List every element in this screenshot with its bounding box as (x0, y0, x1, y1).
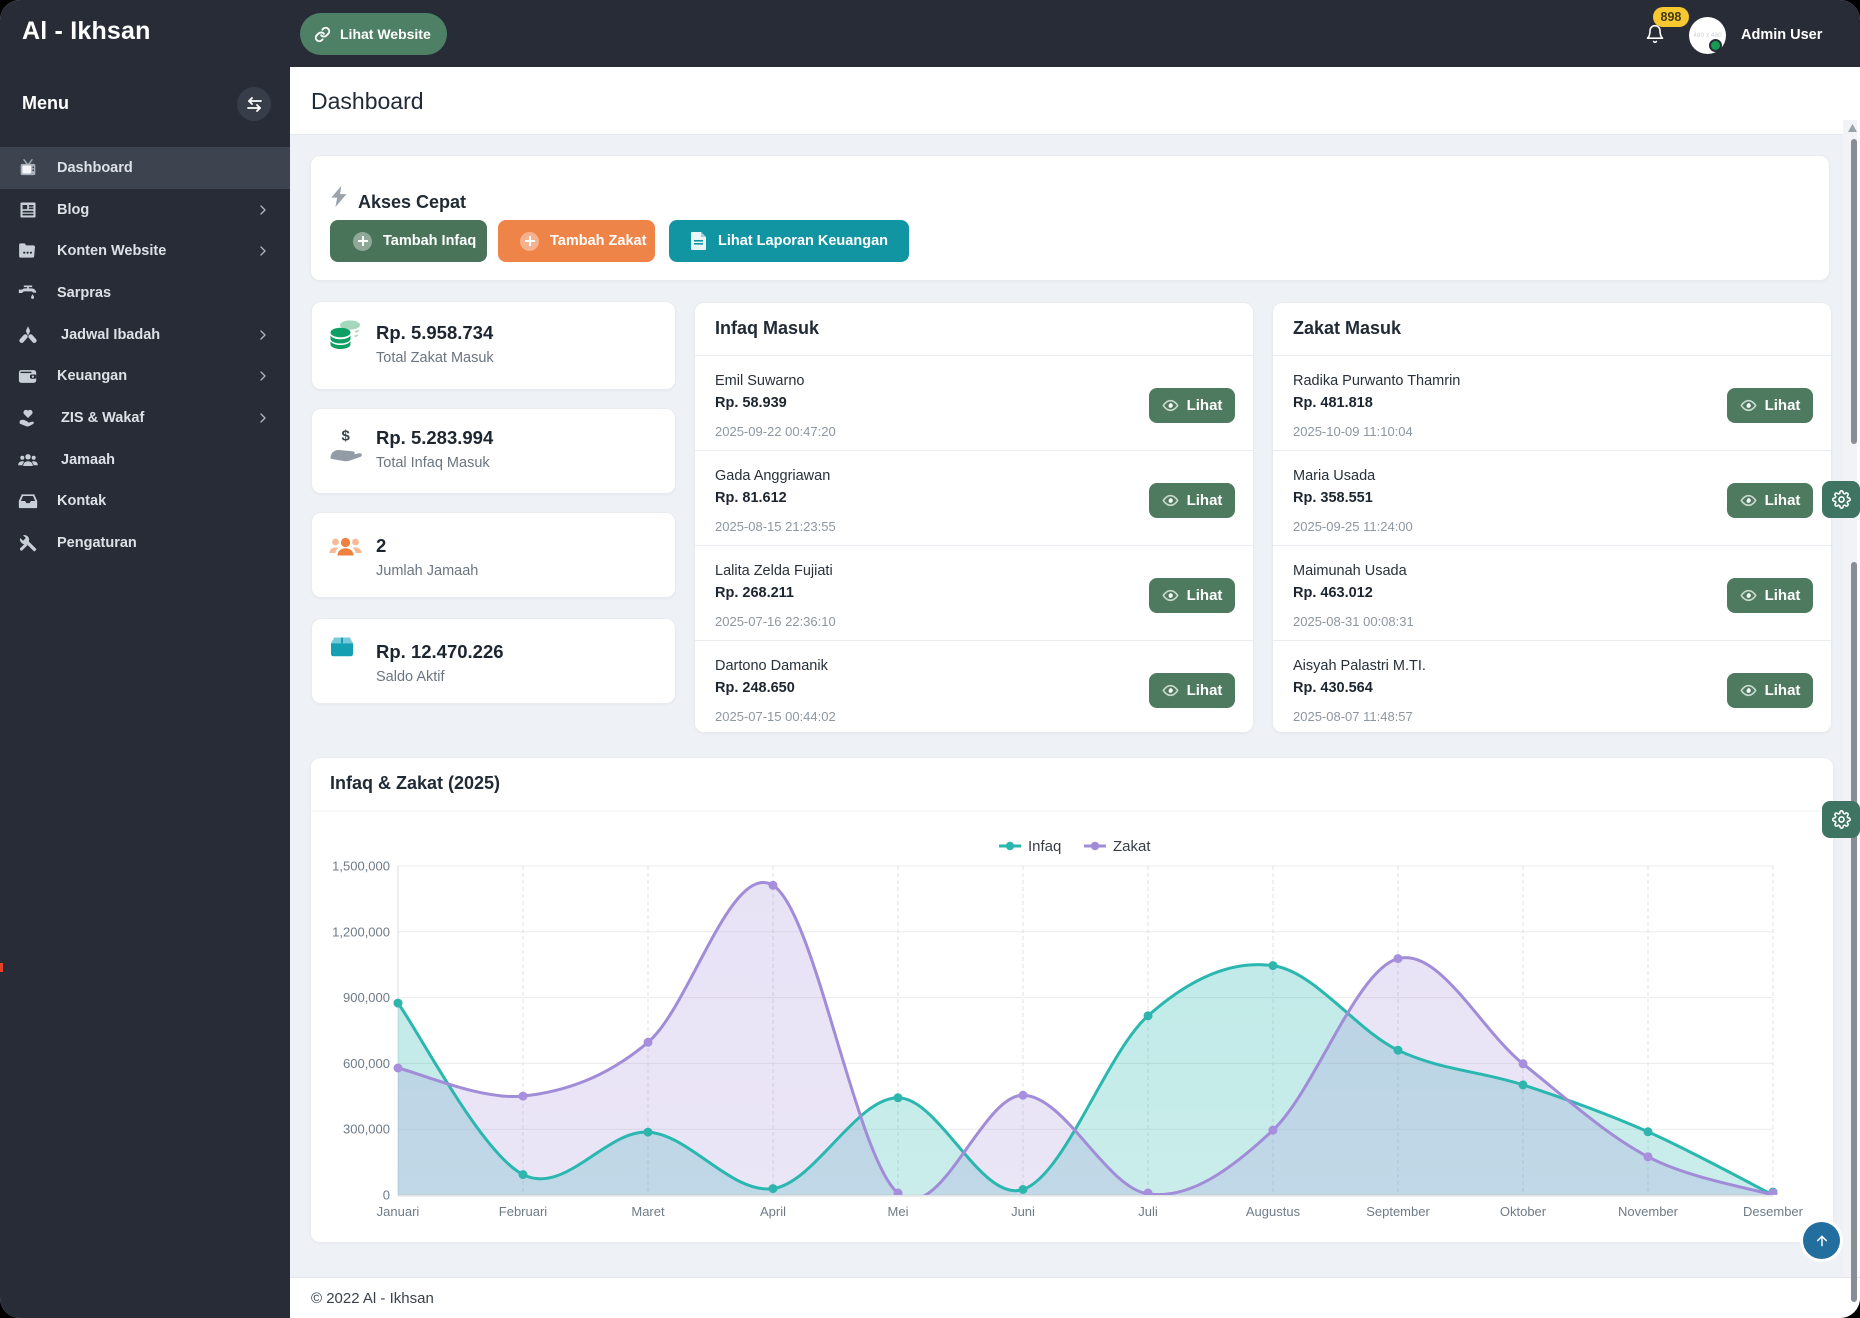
svg-text:April: April (760, 1204, 786, 1219)
svg-text:1,200,000: 1,200,000 (332, 924, 390, 939)
svg-text:$: $ (342, 428, 351, 445)
svg-text:Januari: Januari (377, 1204, 420, 1219)
svg-text:300,000: 300,000 (343, 1122, 390, 1137)
svg-text:Zakat: Zakat (1113, 838, 1151, 855)
svg-text:Juli: Juli (1138, 1204, 1158, 1219)
svg-text:0: 0 (383, 1188, 390, 1203)
svg-text:Mei: Mei (888, 1204, 909, 1219)
svg-text:1,500,000: 1,500,000 (332, 859, 390, 874)
svg-text:Augustus: Augustus (1246, 1204, 1301, 1219)
svg-text:Oktober: Oktober (1500, 1204, 1547, 1219)
svg-text:Februari: Februari (499, 1204, 548, 1219)
svg-text:Maret: Maret (631, 1204, 665, 1219)
svg-text:Infaq: Infaq (1028, 838, 1061, 855)
svg-text:September: September (1366, 1204, 1430, 1219)
svg-text:Juni: Juni (1011, 1204, 1035, 1219)
svg-text:600,000: 600,000 (343, 1056, 390, 1071)
svg-text:November: November (1618, 1204, 1679, 1219)
svg-text:Desember: Desember (1743, 1204, 1804, 1219)
svg-text:900,000: 900,000 (343, 990, 390, 1005)
